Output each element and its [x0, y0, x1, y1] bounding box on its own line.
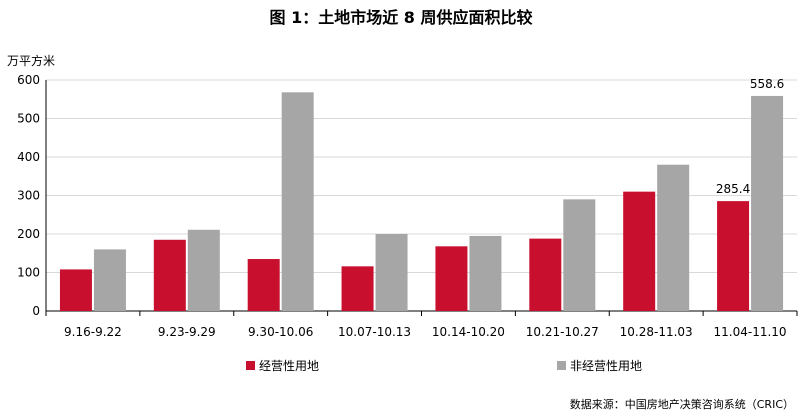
y-tick-label: 0: [32, 304, 40, 318]
x-category-label: 9.30-10.06: [248, 325, 313, 339]
bar-business-land: [435, 246, 468, 311]
x-category-label: 11.04-11.10: [714, 325, 787, 339]
y-tick-label: 400: [17, 150, 40, 164]
bar-non-business-land: [751, 95, 784, 312]
bar-business-land: [717, 201, 750, 311]
legend-swatch-non-business-land: [557, 361, 566, 370]
y-tick-label: 200: [17, 227, 40, 241]
bar-non-business-land: [657, 164, 690, 311]
y-tick-label: 100: [17, 266, 40, 280]
x-category-label: 10.21-10.27: [526, 325, 599, 339]
bar-business-land: [623, 191, 656, 311]
bar-non-business-land: [563, 199, 596, 311]
bar-non-business-land: [375, 234, 408, 311]
chart-title: 图 1：土地市场近 8 周供应面积比较: [269, 8, 533, 27]
bar-business-land: [529, 238, 562, 311]
legend-item-non-business-land: 非经营性用地: [557, 357, 642, 374]
bar-non-business-land: [187, 229, 220, 311]
legend-label-non-business-land: 非经营性用地: [570, 359, 643, 373]
legend-item-business-land: 经营性用地: [246, 357, 319, 374]
x-category-label: 9.23-9.29: [158, 325, 216, 339]
y-tick-label: 500: [17, 112, 40, 126]
bar-non-business-land: [469, 235, 502, 311]
bar-business-land: [341, 266, 374, 311]
data-label: 558.6: [750, 77, 784, 91]
legend-label-business-land: 经营性用地: [259, 359, 320, 373]
x-category-label: 10.28-11.03: [620, 325, 693, 339]
bar-business-land: [153, 239, 186, 311]
legend-swatch-business-land: [246, 361, 255, 370]
y-tick-label: 300: [17, 189, 40, 203]
x-category-label: 10.07-10.13: [338, 325, 411, 339]
bar-non-business-land: [281, 92, 314, 311]
bar-business-land: [247, 259, 280, 311]
y-tick-label: 600: [17, 73, 40, 87]
y-axis-unit-label: 万平方米: [7, 54, 56, 68]
data-source-note: 数据来源：中国房地产决策咨询系统（CRIC）: [569, 398, 794, 411]
bar-non-business-land: [93, 249, 126, 311]
x-category-label: 9.16-9.22: [64, 325, 122, 339]
x-category-label: 10.14-10.20: [432, 325, 505, 339]
data-label: 285.4: [716, 182, 750, 196]
bar-business-land: [59, 269, 92, 311]
